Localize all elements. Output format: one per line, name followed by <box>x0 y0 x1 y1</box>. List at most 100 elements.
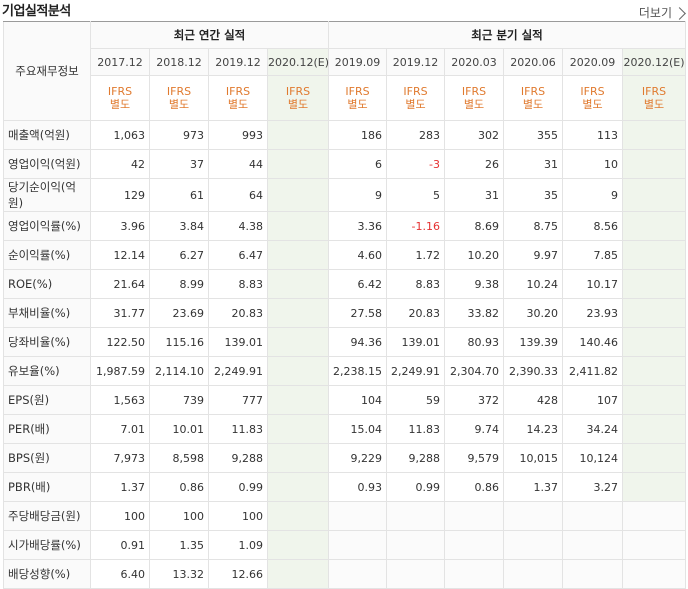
row-label: PER(배) <box>3 414 91 444</box>
table-cell <box>386 559 445 589</box>
table-cell <box>621 530 687 560</box>
chevron-right-icon <box>673 6 686 20</box>
table-cell <box>267 414 329 444</box>
ifrs-basis-label[interactable]: IFRS 별도 <box>208 75 268 121</box>
table-cell <box>621 472 687 502</box>
ifrs-basis-label[interactable]: IFRS 별도 <box>386 75 445 121</box>
table-cell: 15.04 <box>328 414 387 444</box>
table-cell: 2,114.10 <box>149 356 209 386</box>
period-header: 2019.12 <box>386 48 445 76</box>
row-label: 매출액(억원) <box>3 120 91 150</box>
table-cell <box>621 240 687 270</box>
table-cell <box>267 472 329 502</box>
period-header: 2020.09 <box>562 48 623 76</box>
ifrs-label: IFRS <box>520 85 546 98</box>
table-cell: 4.60 <box>328 240 387 270</box>
table-cell <box>621 414 687 444</box>
table-cell <box>621 298 687 328</box>
table-cell <box>562 530 623 560</box>
table-cell: 2,304.70 <box>444 356 504 386</box>
more-link[interactable]: 더보기 <box>639 4 686 21</box>
table-cell: 35 <box>503 178 563 212</box>
table-row: 주당배당금(원) 100 100 100 <box>3 501 687 531</box>
ifrs-label: IFRS <box>580 85 605 98</box>
period-header: 2019.09 <box>328 48 387 76</box>
ifrs-basis-label[interactable]: IFRS 별도 <box>621 75 687 121</box>
ifrs-basis-label[interactable]: IFRS 별도 <box>444 75 504 121</box>
ifrs-sub-label: 별도 <box>347 98 368 111</box>
annual-group-header: 최근 연간 실적 <box>90 21 329 49</box>
table-cell <box>328 530 387 560</box>
table-row: 부채비율(%) 31.77 23.69 20.83 27.58 20.83 33.82 30.… <box>3 298 687 328</box>
table-row: 영업이익률(%) 3.96 3.84 4.38 3.36 -1.16 8.69 8.75 8.5… <box>3 211 687 241</box>
table-cell: 2,249.91 <box>386 356 445 386</box>
table-cell: 94.36 <box>328 327 387 357</box>
ifrs-basis-label[interactable]: IFRS 별도 <box>503 75 563 121</box>
table-cell: 0.93 <box>328 472 387 502</box>
table-cell: 1,063 <box>90 120 150 150</box>
ifrs-basis-label[interactable]: IFRS 별도 <box>149 75 209 121</box>
table-cell: 3.36 <box>328 211 387 241</box>
table-cell: 11.83 <box>386 414 445 444</box>
table-cell: 9 <box>328 178 387 212</box>
table-cell: 61 <box>149 178 209 212</box>
table-cell: 9.97 <box>503 240 563 270</box>
table-cell: 100 <box>90 501 150 531</box>
table-cell: 8.83 <box>386 269 445 299</box>
table-cell: 23.69 <box>149 298 209 328</box>
table-row: EPS(원) 1,563 739 777 104 59 372 428 107 <box>3 385 687 415</box>
table-cell: 6.47 <box>208 240 268 270</box>
table-cell: 7.85 <box>562 240 623 270</box>
table-cell <box>621 211 687 241</box>
table-cell: 139.01 <box>208 327 268 357</box>
table-cell: 302 <box>444 120 504 150</box>
ifrs-label: IFRS <box>461 85 487 98</box>
table-cell: 31 <box>444 178 504 212</box>
table-cell: 12.66 <box>208 559 268 589</box>
row-label: 주당배당금(원) <box>3 501 91 531</box>
table-cell: 139.01 <box>386 327 445 357</box>
table-cell: 372 <box>444 385 504 415</box>
ifrs-basis-label[interactable]: IFRS 별도 <box>267 75 329 121</box>
table-cell: 12.14 <box>90 240 150 270</box>
table-cell: 5 <box>386 178 445 212</box>
table-cell: 10,124 <box>562 443 623 473</box>
table-cell <box>444 530 504 560</box>
table-row: ROE(%) 21.64 8.99 8.83 6.42 8.83 9.38 10.24 10.1… <box>3 269 687 299</box>
table-cell: 8.69 <box>444 211 504 241</box>
table-cell: 3.84 <box>149 211 209 241</box>
ifrs-label: IFRS <box>641 85 667 98</box>
table-cell: 26 <box>444 149 504 179</box>
ifrs-basis-label[interactable]: IFRS 별도 <box>328 75 387 121</box>
table-cell: 355 <box>503 120 563 150</box>
table-cell: 21.64 <box>90 269 150 299</box>
table-cell: 9 <box>562 178 623 212</box>
table-cell: 0.91 <box>90 530 150 560</box>
table-cell: 2,249.91 <box>208 356 268 386</box>
table-cell <box>503 501 563 531</box>
period-header: 2019.12 <box>208 48 268 76</box>
table-cell <box>444 501 504 531</box>
table-cell: 104 <box>328 385 387 415</box>
financial-table: 주요재무정보 최근 연간 실적 최근 분기 실적 2017.12 2018.12 2… <box>3 21 687 589</box>
table-row: 당좌비율(%) 122.50 115.16 139.01 94.36 139.01 80.9… <box>3 327 687 357</box>
table-cell: 10.24 <box>503 269 563 299</box>
table-cell: 59 <box>386 385 445 415</box>
row-label: 시가배당률(%) <box>3 530 91 560</box>
ifrs-basis-label[interactable]: IFRS 별도 <box>562 75 623 121</box>
ifrs-sub-label: 별도 <box>287 98 309 111</box>
table-cell: 1.35 <box>149 530 209 560</box>
table-cell <box>328 559 387 589</box>
table-cell: 0.86 <box>149 472 209 502</box>
table-cell <box>267 120 329 150</box>
table-cell: 9,288 <box>208 443 268 473</box>
ifrs-label: IFRS <box>403 85 428 98</box>
table-row: 유보율(%) 1,987.59 2,114.10 2,249.91 2,238.15 2,… <box>3 356 687 386</box>
ifrs-basis-label[interactable]: IFRS 별도 <box>90 75 150 121</box>
ifrs-sub-label: 별도 <box>643 98 665 111</box>
table-cell <box>328 501 387 531</box>
row-label: ROE(%) <box>3 269 91 299</box>
table-cell: 0.86 <box>444 472 504 502</box>
ifrs-label: IFRS <box>166 85 192 98</box>
table-cell: 23.93 <box>562 298 623 328</box>
